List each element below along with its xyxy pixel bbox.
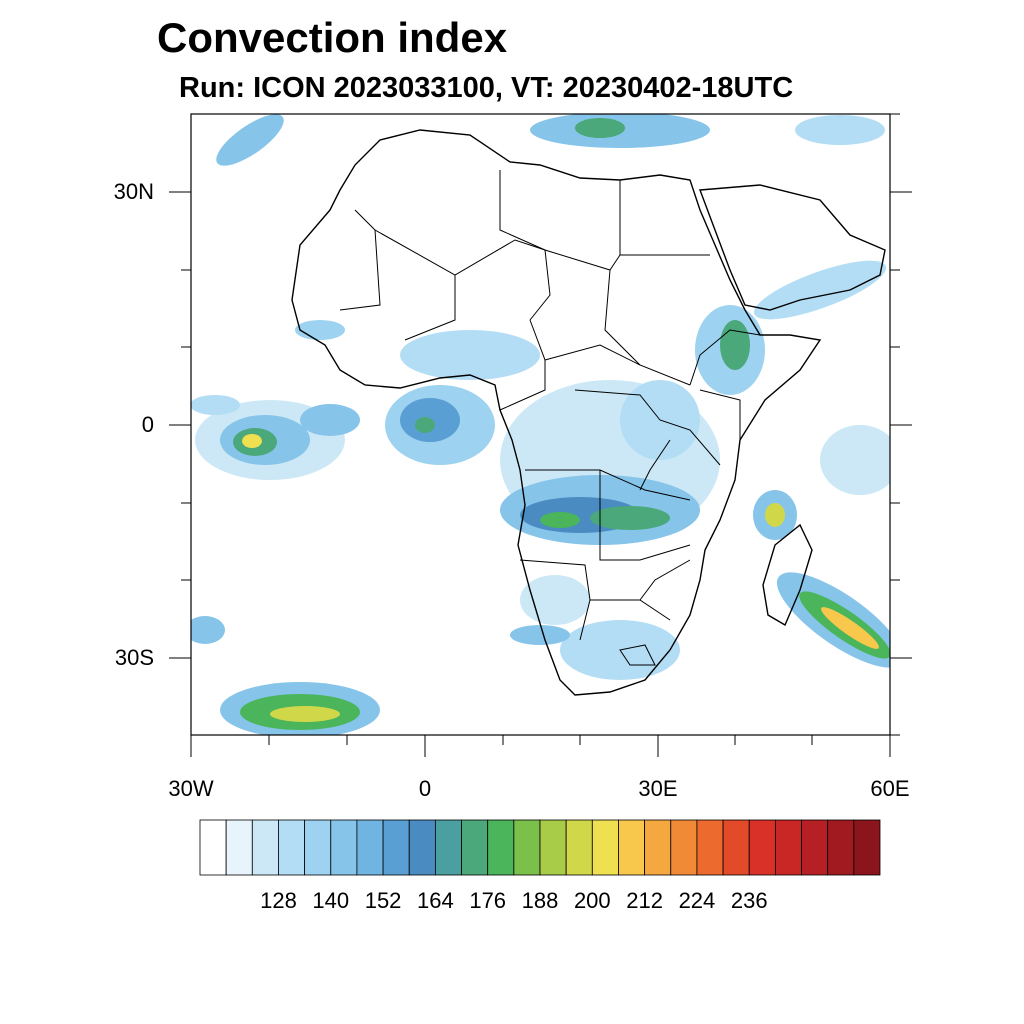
colorbar-swatch xyxy=(434,819,462,876)
lat-label-30n: 30N xyxy=(113,179,154,204)
colorbar-swatch xyxy=(670,819,698,876)
colorbar-label: 140 xyxy=(312,888,350,913)
country-borders xyxy=(339,170,761,666)
lat-label-30s: 30S xyxy=(114,645,154,670)
colorbar-label: 128 xyxy=(260,888,297,913)
colorbar-swatch xyxy=(565,819,593,876)
colorbar-swatch xyxy=(304,819,332,876)
colorbar-swatch xyxy=(461,819,489,876)
plot-title: Convection index xyxy=(157,14,508,61)
colorbar-swatch xyxy=(774,819,802,876)
colorbar-label: 224 xyxy=(678,888,716,913)
lat-label-0: 0 xyxy=(141,412,154,437)
colorbar-swatch xyxy=(251,819,279,876)
colorbar-swatch xyxy=(513,819,541,876)
colorbar-label: 176 xyxy=(469,888,507,913)
lon-label-30e: 30E xyxy=(638,776,678,801)
colorbar-swatch xyxy=(408,819,436,876)
colorbar-label: 236 xyxy=(730,888,768,913)
colorbar-label: 188 xyxy=(521,888,559,913)
colorbar-swatch xyxy=(748,819,776,876)
lon-label-30w: 30W xyxy=(168,776,214,801)
plot-subtitle: Run: ICON 2023033100, VT: 20230402-18UTC xyxy=(179,72,794,104)
colorbar-swatch xyxy=(827,819,855,876)
coastlines xyxy=(291,129,886,696)
colorbar-label: 200 xyxy=(573,888,611,913)
colorbar-swatch xyxy=(644,819,672,876)
colorbar-swatch xyxy=(591,819,619,876)
colorbar-swatch xyxy=(618,819,646,876)
colorbar-label: 212 xyxy=(626,888,663,913)
lon-label-0: 0 xyxy=(418,776,432,801)
colorbar-swatch xyxy=(330,819,358,876)
colorbar-swatch xyxy=(696,819,724,876)
colorbar-swatch xyxy=(801,819,829,876)
colorbar-swatch xyxy=(539,819,567,876)
colorbar-swatch xyxy=(199,819,227,876)
colorbar xyxy=(199,819,881,876)
colorbar-swatch xyxy=(225,819,253,876)
colorbar-swatch xyxy=(356,819,384,876)
colorbar-swatch xyxy=(487,819,515,876)
colorbar-label: 152 xyxy=(364,888,402,913)
lon-label-60e: 60E xyxy=(870,776,910,801)
colorbar-swatch xyxy=(853,819,881,876)
colorbar-swatch xyxy=(722,819,750,876)
axis-ticks xyxy=(169,113,912,757)
convection-field xyxy=(191,114,890,735)
colorbar-swatch xyxy=(278,819,306,876)
colorbar-swatch xyxy=(382,819,410,876)
colorbar-label: 164 xyxy=(417,888,454,913)
